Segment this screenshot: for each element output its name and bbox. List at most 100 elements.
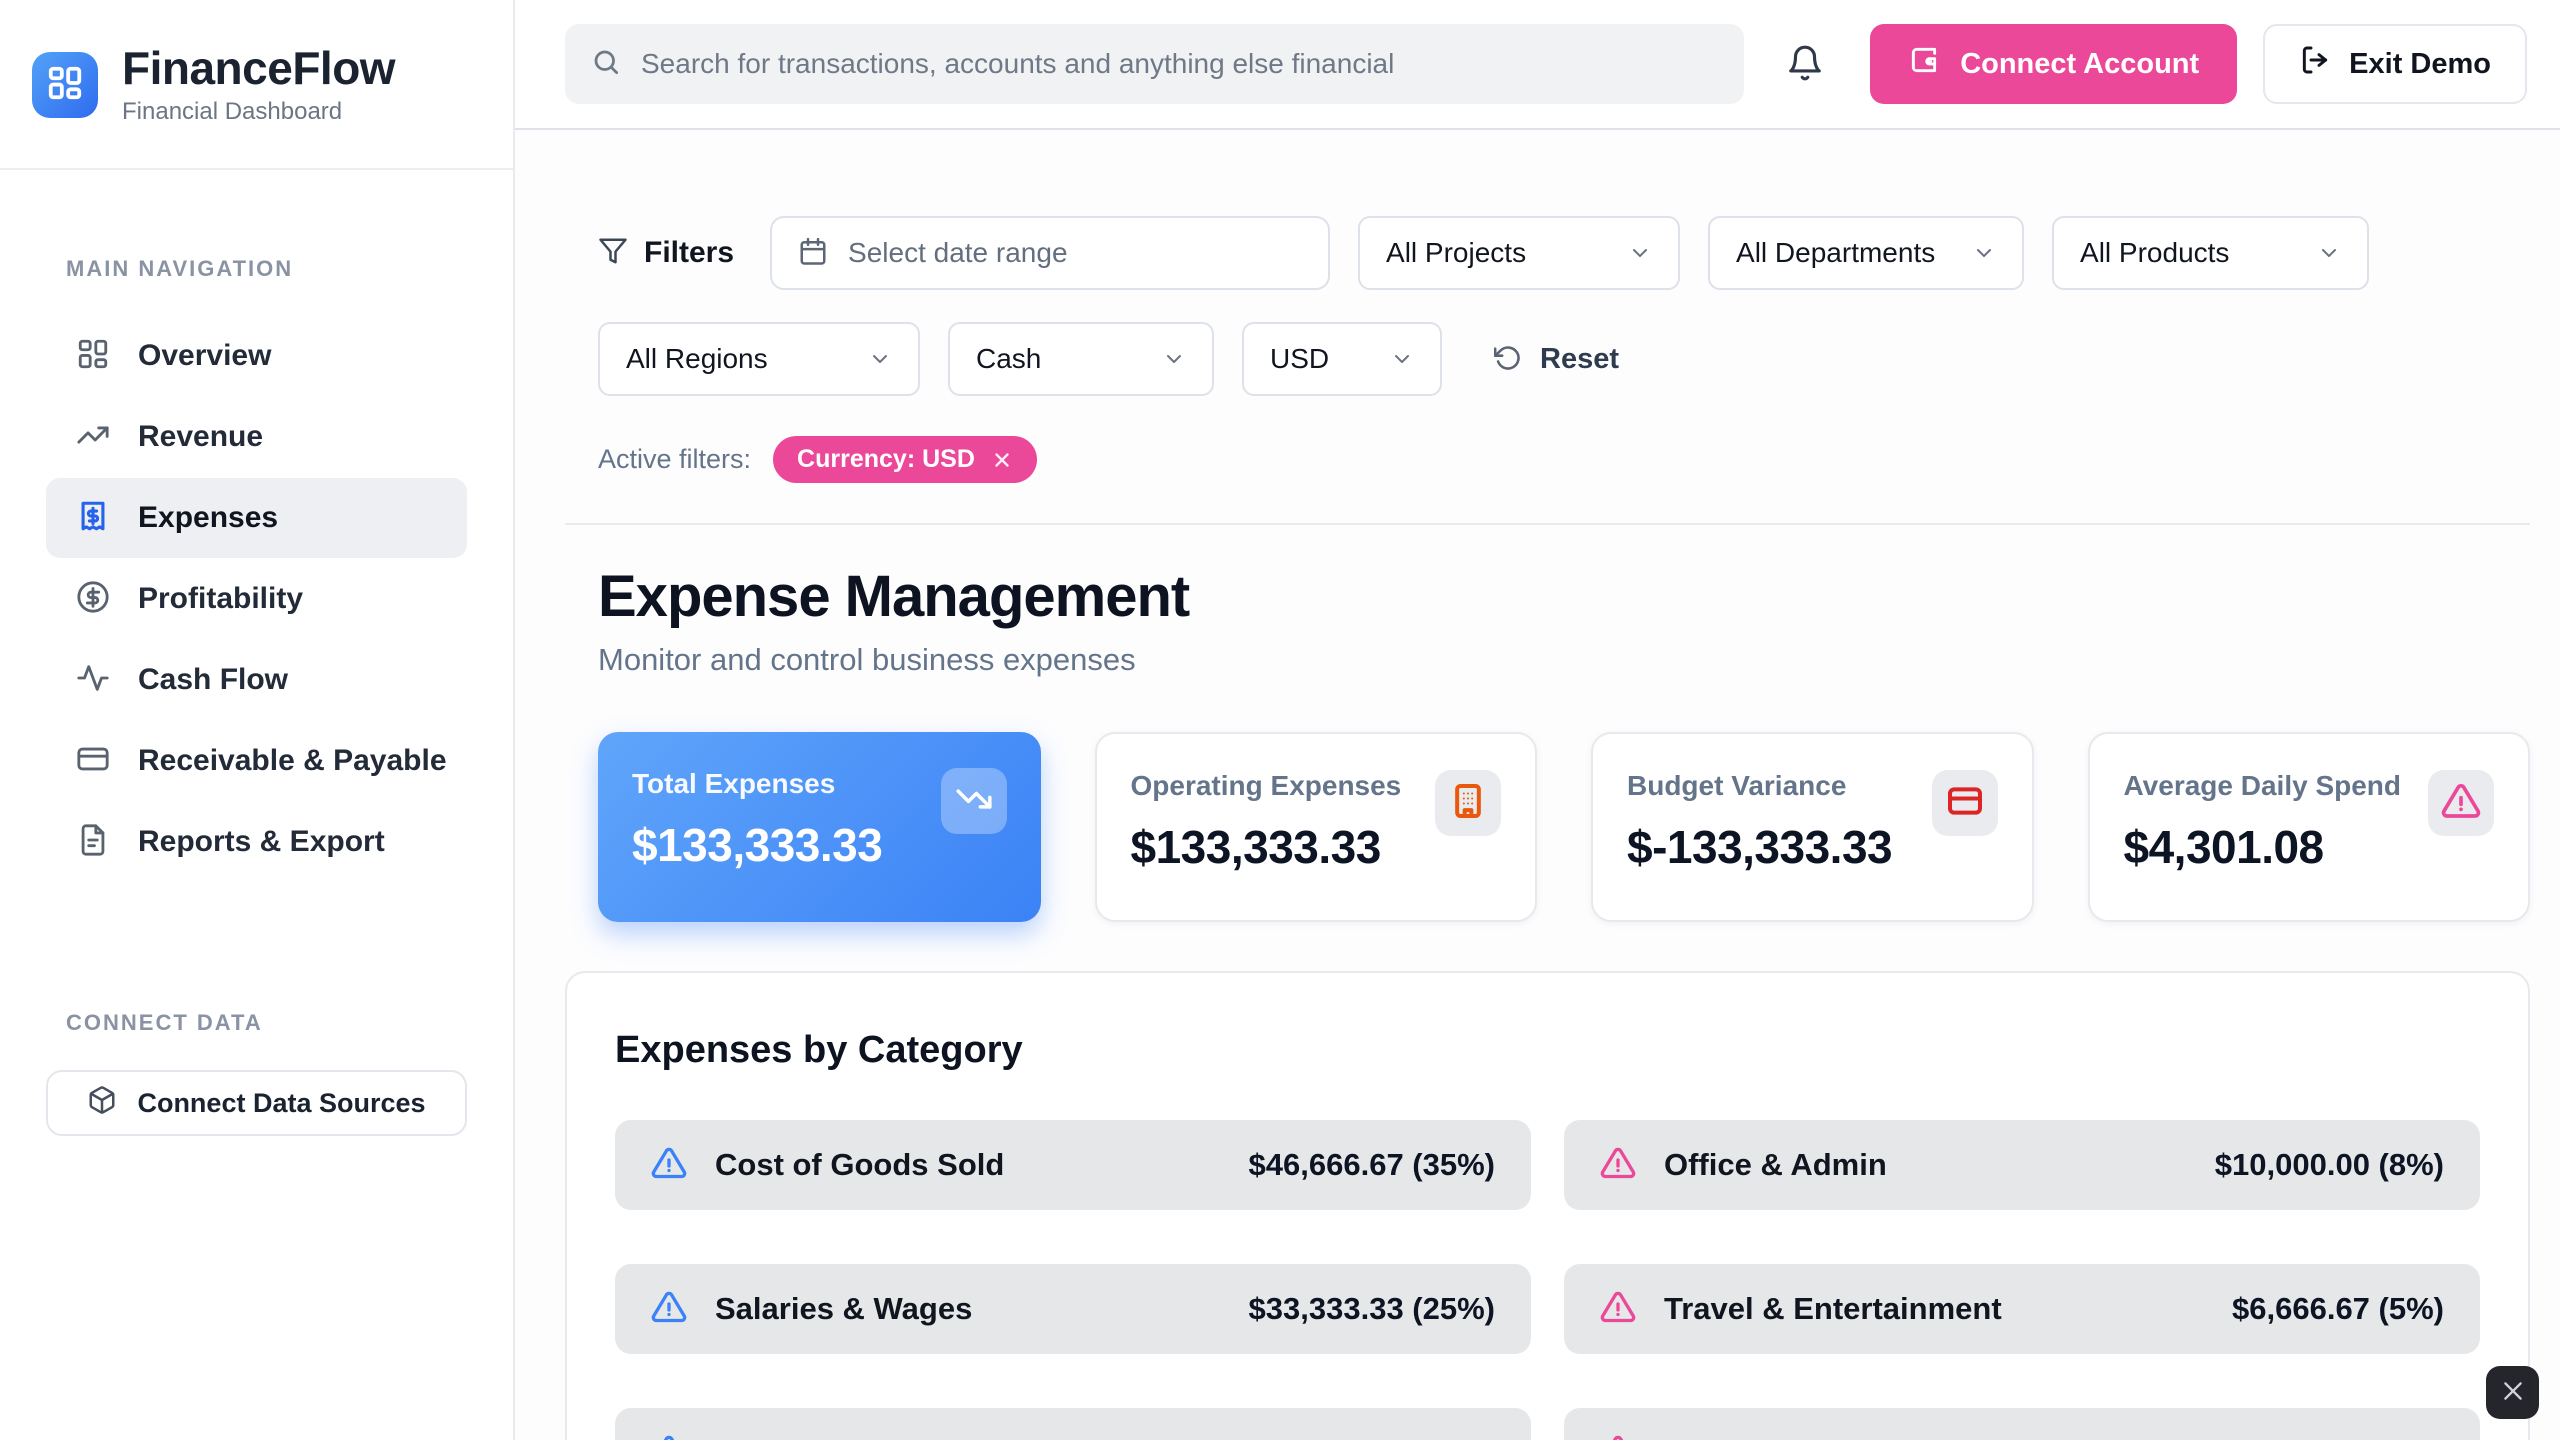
nav-section-header: MAIN NAVIGATION [66,256,294,282]
sidebar: FinanceFlow Financial Dashboard MAIN NAV… [0,0,515,1440]
alert-triangle-icon [1600,1433,1636,1440]
stat-value: $-133,333.33 [1627,821,1893,873]
filters-section: Filters All Projects All Departments [565,130,2530,525]
expenses-by-category-card: Expenses by Category Cost of Goods Sold … [565,971,2530,1440]
stat-label: Average Daily Spend [2123,770,2402,801]
category-name: Professional Services [1664,1435,1986,1440]
stat-cards: Total Expenses $133,333.33 Operating Exp… [598,732,2530,922]
search-icon [591,47,621,82]
category-row-salaries-wages[interactable]: Salaries & Wages $33,333.33 (25%) [615,1264,1531,1354]
chevron-down-icon [2317,241,2341,265]
accounting-basis-select[interactable]: Cash [948,322,1214,396]
floating-close-button[interactable] [2486,1366,2539,1419]
category-row-cost-of-goods-sold[interactable]: Cost of Goods Sold $46,666.67 (35%) [615,1120,1531,1210]
reset-filters-button[interactable]: Reset [1493,342,1619,376]
sidebar-item-revenue[interactable]: Revenue [46,397,467,477]
receipt-icon [76,499,110,538]
sidebar-item-label: Receivable & Payable [138,744,447,778]
dashboard-grid-icon [76,337,110,376]
chevron-down-icon [1628,241,1652,265]
sidebar-item-cash-flow[interactable]: Cash Flow [46,640,467,720]
chevron-down-icon [1972,241,1996,265]
stat-card-operating-expenses[interactable]: Operating Expenses $133,333.33 [1094,732,1537,922]
wallet-icon [1908,44,1940,84]
page-head: Expense Management Monitor and control b… [598,563,2530,678]
category-name: Salaries & Wages [715,1291,973,1326]
building-icon [1448,781,1488,826]
alert-triangle-icon [651,1145,687,1186]
connect-data-sources-label: Connect Data Sources [137,1087,426,1118]
sidebar-item-label: Revenue [138,420,264,454]
currency-select-value: USD [1270,343,1330,374]
category-row-professional-services[interactable]: Professional Services $3,333.33 (3%) [1564,1408,2480,1440]
topbar: Connect Account Exit Demo [515,0,2560,130]
filters-label: Filters [644,236,735,269]
currency-filter-chip[interactable]: Currency: USD [773,436,1037,483]
projects-select[interactable]: All Projects [1358,216,1681,290]
sidebar-item-profitability[interactable]: Profitability [46,559,467,639]
stat-value: $133,333.33 [1130,821,1382,873]
category-value: $20,000.00 (15%) [1249,1435,1495,1440]
category-value: $10,000.00 (8%) [2214,1147,2444,1182]
dashboard-grid-icon [46,64,84,107]
alert-triangle-icon [2441,781,2481,826]
departments-select-value: All Departments [1736,237,1936,268]
alert-triangle-icon [1600,1289,1636,1330]
page-title: Expense Management [598,564,1190,629]
category-row-travel-entertainment[interactable]: Travel & Entertainment $6,666.67 (5%) [1564,1264,2480,1354]
exit-demo-label: Exit Demo [2349,47,2491,80]
category-name: Marketing [715,1435,861,1440]
brand: FinanceFlow Financial Dashboard [0,0,513,171]
reset-label: Reset [1540,342,1619,375]
currency-select[interactable]: USD [1242,322,1442,396]
sidebar-item-receivable-payable[interactable]: Receivable & Payable [46,721,467,801]
credit-card-icon [1945,781,1985,826]
sidebar-item-expenses[interactable]: Expenses [46,478,467,559]
exit-demo-button[interactable]: Exit Demo [2263,24,2527,104]
sidebar-item-label: Overview [138,339,272,373]
connect-account-label: Connect Account [1960,47,2200,80]
dollar-circle-icon [76,580,110,619]
stat-card-budget-variance[interactable]: Budget Variance $-133,333.33 [1591,732,2034,922]
search-box[interactable] [565,24,1745,104]
search-input[interactable] [641,48,1719,80]
active-filters-row: Active filters: Currency: USD [598,436,2530,483]
category-value: $46,666.67 (35%) [1248,1147,1495,1182]
active-filters-label: Active filters: [598,444,752,474]
regions-select-value: All Regions [626,343,768,374]
departments-select[interactable]: All Departments [1708,216,2025,290]
bell-icon [1786,44,1824,85]
stat-value: $4,301.08 [2123,821,2325,873]
close-icon[interactable] [991,449,1013,471]
products-select[interactable]: All Products [2052,216,2370,290]
page-subtitle: Monitor and control business expenses [598,642,1136,677]
calendar-icon [798,236,828,271]
cube-icon [87,1085,117,1122]
connect-data-sources-button[interactable]: Connect Data Sources [46,1070,467,1137]
connect-account-button[interactable]: Connect Account [1870,24,2238,104]
category-list: Cost of Goods Sold $46,666.67 (35%) Offi… [615,1120,2480,1440]
category-row-office-admin[interactable]: Office & Admin $10,000.00 (8%) [1564,1120,2480,1210]
regions-select[interactable]: All Regions [598,322,920,396]
notifications-button[interactable] [1786,44,1824,85]
date-range-input[interactable] [848,237,1303,269]
filters-title: Filters [598,236,734,271]
category-value: $6,666.67 (5%) [2232,1291,2444,1326]
category-name: Travel & Entertainment [1664,1291,2002,1326]
brand-name: FinanceFlow [122,42,396,94]
stat-card-average-daily-spend[interactable]: Average Daily Spend $4,301.08 [2087,732,2530,922]
sidebar-item-reports-export[interactable]: Reports & Export [46,802,467,882]
chevron-down-icon [1162,347,1186,371]
sidebar-item-label: Expenses [138,501,279,535]
category-name: Cost of Goods Sold [715,1147,1005,1182]
date-range-field[interactable] [770,216,1331,290]
close-icon [2500,1378,2526,1407]
category-row-marketing[interactable]: Marketing $20,000.00 (15%) [615,1408,1531,1440]
sidebar-item-overview[interactable]: Overview [46,316,467,396]
brand-logo [32,52,98,119]
chevron-down-icon [1390,347,1414,371]
content: Filters All Projects All Departments [515,130,2560,1440]
expenses-by-category-title: Expenses by Category [615,1029,1023,1071]
trending-up-icon [76,418,110,457]
stat-card-total-expenses[interactable]: Total Expenses $133,333.33 [598,732,1041,922]
